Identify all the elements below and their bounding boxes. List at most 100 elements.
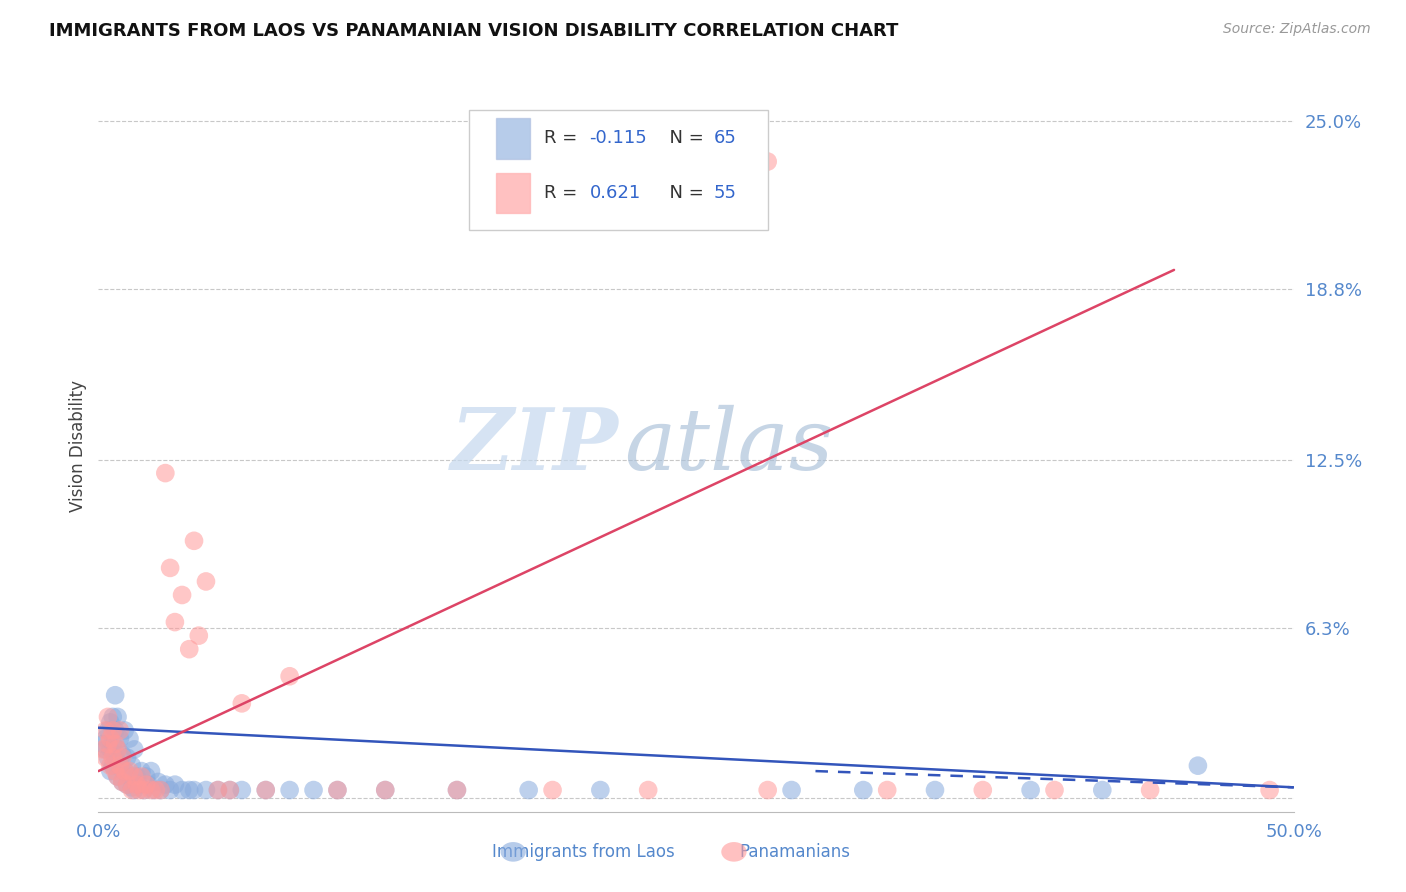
Point xyxy=(163,778,186,792)
Point xyxy=(98,742,122,756)
Point xyxy=(104,737,127,751)
Point xyxy=(278,783,301,797)
Point xyxy=(111,750,134,764)
Point xyxy=(1187,758,1209,772)
Point xyxy=(159,561,181,575)
Point xyxy=(876,783,898,797)
Point xyxy=(172,783,194,797)
Y-axis label: Vision Disability: Vision Disability xyxy=(69,380,87,512)
Point xyxy=(1019,783,1042,797)
Point xyxy=(326,783,349,797)
Text: atlas: atlas xyxy=(624,405,834,487)
FancyBboxPatch shape xyxy=(470,110,768,230)
Point xyxy=(108,758,131,772)
Point xyxy=(446,783,468,797)
Point xyxy=(517,783,540,797)
Point xyxy=(91,737,114,751)
Point xyxy=(139,783,162,797)
Point xyxy=(148,775,170,789)
Point xyxy=(195,574,218,589)
FancyBboxPatch shape xyxy=(496,173,530,213)
Point xyxy=(118,770,141,784)
FancyBboxPatch shape xyxy=(496,119,530,159)
Point xyxy=(114,764,136,778)
Text: IMMIGRANTS FROM LAOS VS PANAMANIAN VISION DISABILITY CORRELATION CHART: IMMIGRANTS FROM LAOS VS PANAMANIAN VISIO… xyxy=(49,22,898,40)
Text: 65: 65 xyxy=(714,129,737,147)
Point xyxy=(1258,783,1281,797)
Point xyxy=(128,783,150,797)
Point xyxy=(326,783,349,797)
Text: 0.621: 0.621 xyxy=(589,184,641,202)
Text: N =: N = xyxy=(658,184,709,202)
Point xyxy=(118,731,141,746)
Point xyxy=(231,697,253,711)
Point xyxy=(278,669,301,683)
Point xyxy=(374,783,396,797)
Point xyxy=(159,783,181,797)
Point xyxy=(541,783,564,797)
Point xyxy=(195,783,218,797)
Point xyxy=(101,758,124,772)
Point xyxy=(94,742,117,756)
Point xyxy=(114,764,136,778)
Point xyxy=(179,783,201,797)
Point xyxy=(589,783,612,797)
Point xyxy=(219,783,242,797)
Text: Immigrants from Laos: Immigrants from Laos xyxy=(492,843,675,861)
Point xyxy=(924,783,946,797)
Point xyxy=(94,723,117,738)
Point xyxy=(125,770,148,784)
Point xyxy=(852,783,875,797)
Point xyxy=(111,775,134,789)
Point xyxy=(104,723,127,738)
Point xyxy=(101,737,124,751)
Point xyxy=(91,742,114,756)
Point xyxy=(1043,783,1066,797)
Point xyxy=(138,778,160,792)
Point xyxy=(135,778,157,792)
Text: Source: ZipAtlas.com: Source: ZipAtlas.com xyxy=(1223,22,1371,37)
Point xyxy=(254,783,277,797)
Point xyxy=(135,770,157,784)
Point xyxy=(756,154,779,169)
Point xyxy=(207,783,229,797)
Point xyxy=(115,750,138,764)
Point xyxy=(108,758,131,772)
Point xyxy=(145,783,167,797)
Point xyxy=(132,783,155,797)
Text: N =: N = xyxy=(658,129,709,147)
Point xyxy=(98,764,122,778)
Text: ZIP: ZIP xyxy=(450,404,619,488)
Point xyxy=(107,742,129,756)
Point xyxy=(98,731,122,746)
Point xyxy=(780,783,803,797)
Point xyxy=(128,778,150,792)
Point xyxy=(118,764,141,778)
Point xyxy=(149,783,172,797)
Point xyxy=(125,778,148,792)
Point xyxy=(124,783,146,797)
Point xyxy=(97,750,120,764)
Text: R =: R = xyxy=(544,184,583,202)
Point xyxy=(101,750,124,764)
Point xyxy=(121,758,143,772)
Point xyxy=(139,764,162,778)
Point xyxy=(179,642,201,657)
Point xyxy=(1139,783,1161,797)
Point xyxy=(97,737,120,751)
Point xyxy=(219,783,242,797)
Point xyxy=(142,783,165,797)
Point xyxy=(374,783,396,797)
Point xyxy=(94,731,117,746)
Point xyxy=(108,723,131,738)
Point xyxy=(172,588,194,602)
Point xyxy=(1091,783,1114,797)
Point xyxy=(115,778,138,792)
Point xyxy=(107,770,129,784)
Point xyxy=(97,723,120,738)
Point xyxy=(131,770,153,784)
Point xyxy=(183,783,205,797)
Point xyxy=(111,775,134,789)
Point xyxy=(114,723,136,738)
Point xyxy=(302,783,325,797)
